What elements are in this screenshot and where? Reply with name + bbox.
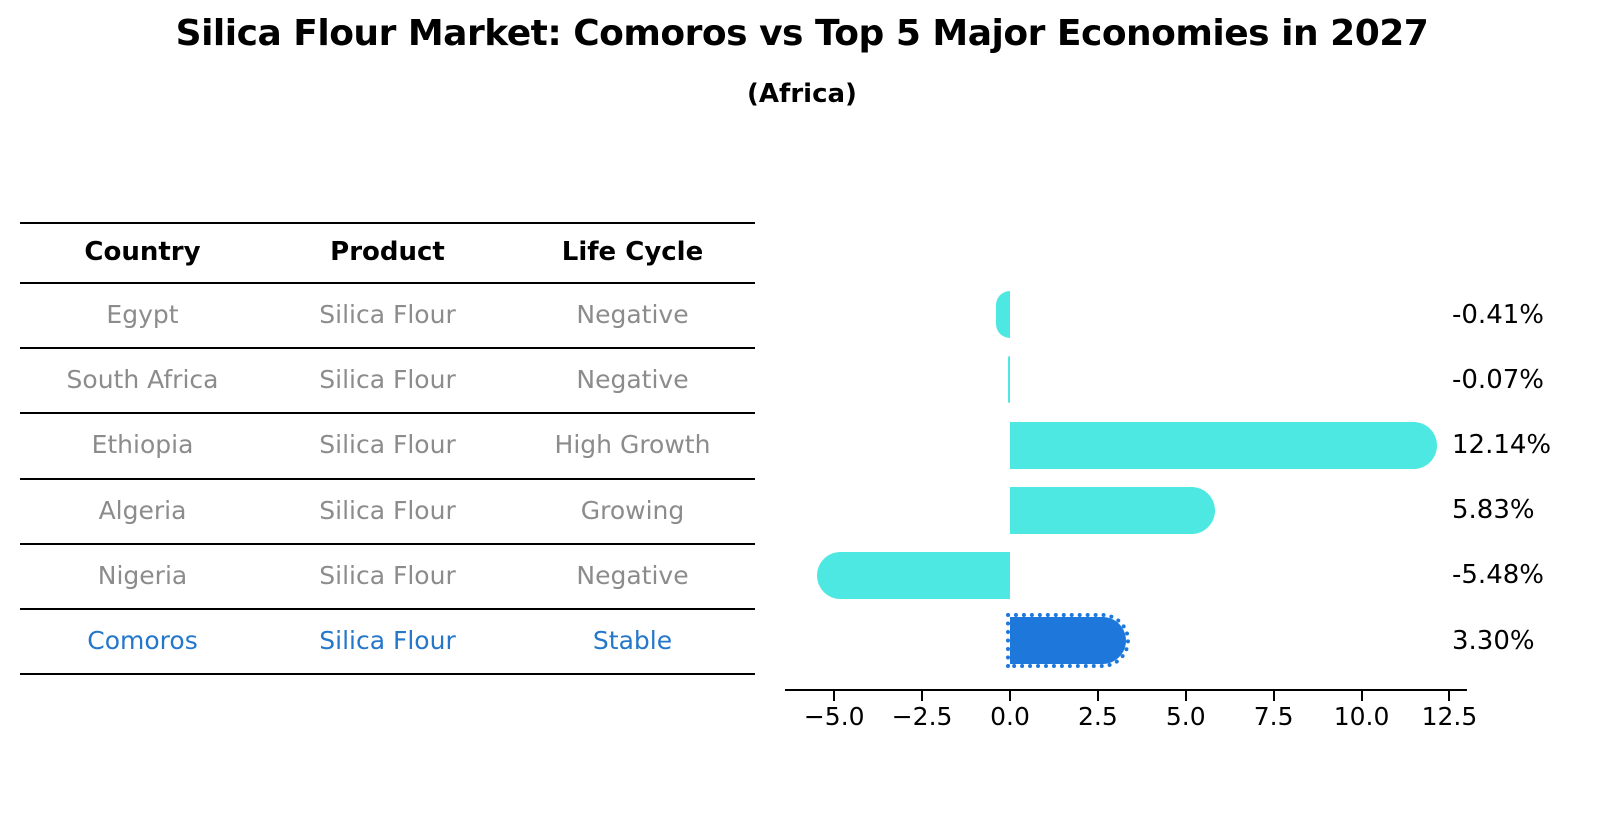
value-label: -0.07% [1452, 364, 1544, 395]
x-tick-label: −2.5 [891, 702, 953, 731]
table-cell-country: Algeria [98, 495, 187, 525]
table-cell-product: Silica Flour [319, 626, 456, 656]
x-axis-tick [1184, 691, 1187, 701]
value-label: -0.41% [1452, 299, 1544, 330]
table-cell-country: Comoros [87, 626, 198, 656]
table-cell-product: Silica Flour [319, 430, 456, 460]
value-label: 12.14% [1452, 430, 1552, 460]
table-cell-life_cycle: Stable [592, 626, 673, 656]
table-rule [20, 477, 755, 480]
table-cell-country: Nigeria [97, 560, 188, 590]
table-rule [20, 412, 755, 415]
table-rule [20, 282, 755, 284]
x-axis-tick [921, 691, 924, 701]
table-cell-country: South Africa [66, 365, 219, 395]
x-tick-label: 2.5 [1077, 702, 1118, 731]
bar-algeria [1009, 486, 1215, 534]
bar-egypt [995, 291, 1010, 339]
table-cell-product: Silica Flour [319, 365, 456, 395]
table-cell-country: Ethiopia [91, 430, 194, 460]
chart-title: Silica Flour Market: Comoros vs Top 5 Ma… [175, 13, 1429, 54]
table-rule [20, 673, 755, 676]
table-cell-life_cycle: Negative [576, 300, 689, 330]
x-tick-label: 0.0 [990, 702, 1030, 731]
table-rule [20, 608, 755, 610]
table-rule [20, 542, 755, 545]
value-label: -5.48% [1452, 560, 1544, 591]
bar-comoros [1005, 613, 1130, 669]
bar-nigeria [817, 551, 1010, 599]
table-rule [20, 347, 755, 350]
bar-ethiopia [1009, 421, 1437, 469]
table-cell-country: Egypt [106, 300, 179, 330]
x-axis-tick [1272, 691, 1275, 701]
x-axis [785, 689, 1467, 691]
x-axis-tick [1360, 691, 1363, 701]
table-cell-life_cycle: Growing [580, 495, 685, 525]
table-cell-product: Silica Flour [319, 495, 456, 525]
value-label: 5.83% [1452, 495, 1535, 526]
value-label: 3.30% [1452, 625, 1535, 656]
x-tick-label: 12.5 [1421, 702, 1478, 731]
x-axis-tick [1448, 691, 1451, 701]
x-axis-tick [833, 691, 836, 701]
x-tick-label: 5.0 [1165, 702, 1206, 731]
table-header-life_cycle: Life Cycle [561, 237, 704, 267]
table-rule [20, 222, 755, 224]
x-axis-tick [1008, 691, 1011, 701]
table-cell-product: Silica Flour [319, 560, 456, 590]
x-tick-label: 10.0 [1333, 702, 1390, 731]
bar-south-africa [1007, 356, 1010, 404]
x-tick-label: −5.0 [803, 702, 865, 731]
x-tick-label: 7.5 [1253, 702, 1294, 731]
table-header-product: Product [330, 237, 445, 267]
table-cell-life_cycle: Negative [576, 365, 689, 395]
table-cell-product: Silica Flour [319, 300, 456, 330]
chart-subtitle: (Africa) [747, 79, 857, 109]
x-axis-tick [1096, 691, 1099, 701]
table-cell-life_cycle: Negative [576, 560, 689, 590]
table-header-country: Country [84, 237, 201, 267]
table-cell-life_cycle: High Growth [554, 430, 711, 460]
